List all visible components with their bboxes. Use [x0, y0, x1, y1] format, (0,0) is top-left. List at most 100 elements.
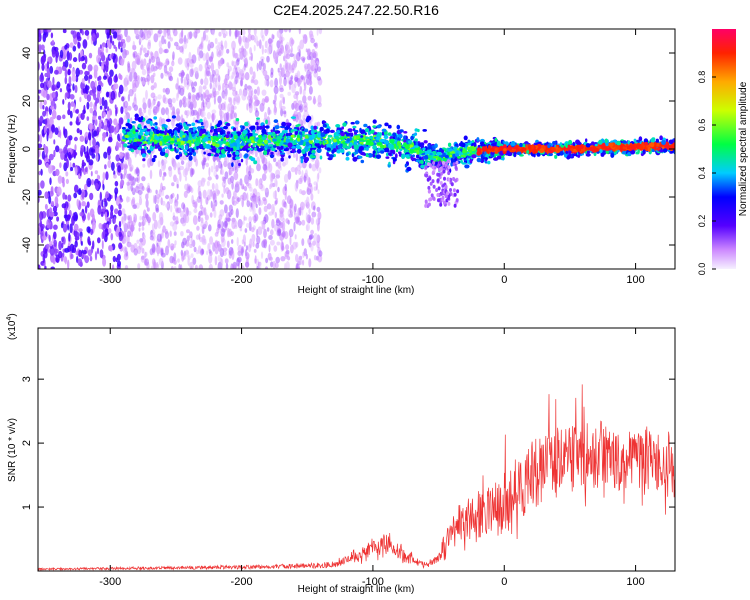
noise-cell: [54, 127, 59, 135]
noise-cell: [69, 121, 73, 126]
trace-cell: [308, 139, 314, 144]
noise-cell: [221, 181, 227, 188]
trace-cell: [196, 145, 199, 150]
trace-cell: [240, 142, 245, 146]
noise-cell: [91, 179, 94, 186]
trace-cell: [239, 134, 243, 139]
noise-cell: [306, 223, 310, 232]
trace-cell: [212, 142, 216, 147]
trace-cell: [227, 153, 232, 158]
trace-cell: [476, 137, 480, 142]
noise-cell: [133, 104, 138, 111]
noise-cell: [120, 106, 124, 114]
noise-cell: [149, 169, 153, 180]
noise-cell: [273, 157, 277, 163]
trace-cell: [345, 152, 349, 157]
noise-cell: [318, 250, 323, 257]
noise-cell: [221, 169, 224, 175]
trace-cell: [165, 142, 171, 146]
noise-cell: [194, 201, 198, 209]
noise-cell: [69, 223, 73, 234]
noise-cell: [98, 122, 102, 132]
noise-cell: [205, 99, 208, 105]
noise-cell: [39, 101, 43, 110]
noise-cell: [79, 57, 84, 62]
noise-cell: [38, 143, 43, 149]
trace-cell: [270, 129, 274, 132]
noise-cell: [298, 116, 302, 125]
noise-cell: [200, 196, 203, 207]
noise-cell: [41, 63, 45, 71]
noise-cell: [62, 29, 67, 34]
noise-cell: [170, 193, 173, 200]
noise-cell: [162, 88, 166, 93]
noise-cell: [159, 62, 164, 67]
noise-cell: [317, 66, 321, 72]
noise-cell: [310, 243, 314, 252]
noise-cell: [253, 44, 256, 52]
noise-cell: [303, 117, 307, 125]
noise-cell: [146, 74, 151, 82]
trace-cell: [350, 121, 355, 125]
noise-cell: [127, 215, 130, 221]
noise-cell: [145, 199, 149, 208]
noise-cell: [62, 146, 68, 155]
noise-cell: [185, 162, 190, 172]
noise-cell: [173, 29, 178, 37]
noise-cell: [73, 223, 79, 232]
noise-cell: [290, 39, 295, 45]
noise-cell: [245, 157, 248, 166]
noise-cell: [154, 50, 159, 60]
noise-cell: [132, 204, 137, 209]
noise-cell: [201, 248, 205, 255]
noise-cell: [164, 48, 169, 54]
noise-cell: [193, 67, 199, 74]
noise-cell: [227, 177, 232, 185]
noise-cell: [140, 255, 146, 263]
trace-cell: [187, 152, 193, 156]
trace-cell: [381, 128, 387, 133]
noise-cell: [118, 242, 123, 250]
noise-cell: [134, 29, 139, 35]
noise-cell: [249, 206, 253, 212]
noise-cell: [43, 99, 47, 106]
trace-cell: [129, 144, 134, 150]
noise-cell: [163, 159, 168, 165]
noise-cell: [290, 75, 294, 80]
noise-cell: [172, 106, 176, 116]
noise-cell: [193, 81, 198, 87]
noise-cell: [224, 204, 228, 214]
trace-cell: [159, 130, 165, 134]
noise-cell: [301, 219, 306, 226]
noise-cell: [97, 76, 100, 82]
noise-cell: [210, 62, 215, 72]
noise-cell: [144, 35, 149, 41]
trace-cell: [586, 150, 591, 154]
noise-cell: [244, 83, 248, 90]
trace-cell: [638, 136, 643, 142]
noise-cell: [220, 227, 226, 237]
noise-cell: [70, 253, 74, 259]
noise-cell: [86, 177, 92, 188]
noise-cell: [146, 207, 150, 212]
noise-cell: [252, 201, 256, 207]
noise-cell: [209, 212, 213, 218]
noise-cell: [261, 58, 264, 67]
trace-cell: [336, 148, 342, 154]
noise-cell: [224, 156, 230, 164]
trace-cell: [622, 150, 628, 155]
noise-cell: [262, 238, 268, 245]
noise-cell: [50, 200, 55, 206]
noise-cell: [138, 221, 142, 228]
noise-cell: [88, 131, 91, 141]
trace-cell: [395, 149, 399, 153]
noise-cell: [190, 187, 194, 194]
trace-cell: [345, 156, 350, 161]
noise-cell: [190, 253, 194, 258]
trace-cell: [633, 138, 637, 142]
trace-cell: [428, 146, 433, 151]
trace-cell: [449, 151, 455, 154]
noise-cell: [93, 64, 99, 73]
trace-cell: [463, 135, 468, 141]
noise-cell: [175, 92, 179, 102]
